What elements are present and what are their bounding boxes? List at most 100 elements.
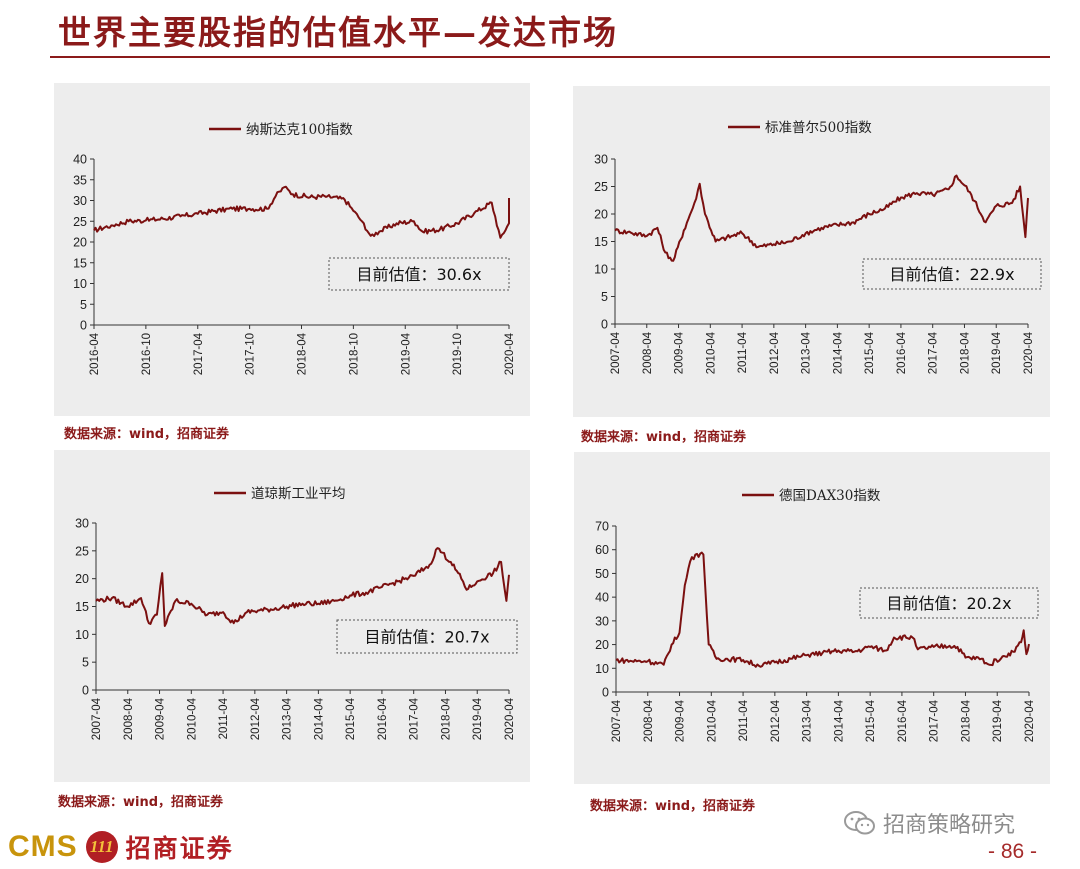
y-tick-label: 5 (601, 290, 608, 304)
x-tick-label: 2018-04 (440, 697, 452, 740)
chart-panel-dax30: 0 10 20 30 40 50 60 70 2007-04 2008-04 2009-04 2010… (574, 452, 1050, 784)
y-tick-label: 30 (595, 614, 609, 628)
y-tick-label: 30 (75, 517, 89, 531)
valuation-label: 目前估值：30.6x (356, 265, 481, 284)
valuation-box (862, 258, 1042, 290)
x-tick-label: 2016-10 (141, 333, 153, 375)
x-tick-label: 2013-04 (282, 697, 294, 740)
y-tick-label: 5 (80, 298, 87, 312)
y-tick-label: 20 (594, 208, 608, 222)
chart-panel-dow-jones: 0 5 10 15 20 25 30 2007-04 2008-04 2009-04 2010-04… (54, 450, 530, 782)
legend-label: 纳斯达克100指数 (246, 122, 353, 138)
x-tick-label: 2019-10 (452, 333, 464, 375)
valuation-label: 目前估值：22.9x (889, 265, 1014, 284)
x-tick-label: 2012-04 (769, 331, 781, 374)
x-tick-label: 2011-04 (737, 331, 749, 373)
y-tick-label: 10 (75, 628, 89, 642)
x-tick-label: 2009-04 (155, 697, 167, 740)
y-tick-label: 0 (80, 319, 87, 333)
y-tick-label: 10 (73, 277, 87, 291)
y-tick-label: 15 (594, 235, 608, 249)
x-tick-label: 2020-04 (504, 332, 516, 375)
x-tick-label: 2018-04 (959, 331, 971, 374)
x-tick-label: 2008-04 (642, 331, 654, 374)
y-tick-label: 25 (73, 215, 87, 229)
page-number: - 86 - (988, 840, 1038, 863)
x-tick-label: 2010-04 (706, 699, 718, 742)
x-tick-label: 2008-04 (643, 699, 655, 742)
y-tick-label: 30 (73, 194, 87, 208)
x-tick-label: 2007-04 (610, 331, 622, 374)
x-tick-label: 2017-04 (193, 332, 205, 375)
title-divider (50, 56, 1050, 58)
x-tick-label: 2009-04 (675, 699, 687, 742)
x-tick-label: 2012-04 (250, 697, 262, 740)
wechat-account-name: 招商策略研究 (883, 813, 1016, 838)
x-tick-label: 2008-04 (123, 697, 135, 740)
y-tick-label: 25 (594, 180, 608, 194)
valuation-label: 目前估值：20.2x (886, 594, 1011, 613)
x-tick-label: 2016-04 (896, 331, 908, 374)
page-title: 世界主要股指的估值水平—发达市场 (58, 13, 618, 52)
valuation-label: 目前估值：20.7x (364, 628, 489, 647)
x-tick-label: 2017-10 (245, 333, 257, 375)
data-source-note: 数据来源：wind，招商证券 (581, 430, 747, 445)
x-tick-label: 2010-04 (705, 331, 717, 374)
y-tick-label: 20 (73, 236, 87, 250)
wechat-watermark: 招商策略研究 (843, 808, 1015, 838)
valuation-box (328, 257, 510, 291)
y-tick-label: 10 (594, 263, 608, 277)
chart-panel-sp500: 0 5 10 15 20 25 30 2007-04 2008-04 2009-04 2010-04… (573, 86, 1050, 417)
x-tick-label: 2017-04 (928, 331, 940, 374)
x-tick-label: 2007-04 (91, 697, 103, 740)
logo-cms-text: CMS (8, 830, 78, 863)
legend-label: 道琼斯工业平均 (251, 486, 346, 502)
wechat-icon (844, 811, 875, 835)
line-chart: 0 5 10 15 20 25 30 2007-04 2008-04 2009-04 2010-04… (75, 486, 518, 740)
x-tick-label: 2016-04 (377, 697, 389, 740)
x-tick-label: 2010-04 (186, 697, 198, 740)
x-tick-label: 2019-04 (991, 331, 1003, 374)
x-tick-label: 2017-04 (409, 697, 421, 740)
line-chart: 0 10 20 30 40 50 60 70 2007-04 2008-04 2009-04 2010… (595, 488, 1039, 742)
y-tick-label: 10 (595, 662, 609, 676)
x-tick-label: 2014-04 (833, 699, 845, 742)
x-tick-label: 2012-04 (770, 699, 782, 742)
data-source-note: 数据来源：wind，招商证券 (590, 799, 756, 814)
x-tick-label: 2007-04 (611, 699, 623, 742)
x-tick-label: 2018-04 (297, 332, 309, 375)
series-line (93, 185, 510, 239)
y-tick-label: 0 (601, 318, 608, 332)
x-tick-label: 2018-10 (348, 333, 360, 375)
y-tick-label: 5 (82, 656, 89, 670)
x-tick-label: 2019-04 (472, 697, 484, 740)
x-tick-label: 2019-04 (992, 699, 1004, 742)
x-tick-label: 2011-04 (218, 697, 230, 739)
y-tick-label: 30 (594, 153, 608, 167)
y-tick-label: 20 (595, 638, 609, 652)
x-tick-label: 2015-04 (865, 699, 877, 742)
series-line (614, 174, 1029, 262)
y-tick-label: 50 (595, 567, 609, 581)
x-tick-label: 2018-04 (960, 699, 972, 742)
x-tick-label: 2015-04 (345, 697, 357, 740)
y-tick-label: 15 (73, 256, 87, 270)
cms-logo: CMS 111 招商证券 (8, 827, 234, 867)
chart-panel-nasdaq100: 0 5 10 15 20 25 30 35 40 2016-04 2016-10 2017-04 201… (54, 83, 530, 416)
valuation-box (859, 587, 1039, 619)
x-tick-label: 2019-04 (400, 332, 412, 375)
x-tick-label: 2016-04 (897, 699, 909, 742)
y-tick-label: 25 (75, 544, 89, 558)
y-tick-label: 0 (602, 686, 609, 700)
x-tick-label: 2015-04 (864, 331, 876, 374)
logo-brand-name: 招商证券 (125, 834, 234, 863)
y-tick-label: 70 (595, 520, 609, 534)
x-tick-label: 2016-04 (89, 332, 101, 375)
line-chart: 0 5 10 15 20 25 30 35 40 2016-04 2016-10 2017-04 201… (73, 122, 516, 375)
series-line (615, 551, 1030, 668)
data-source-note: 数据来源：wind，招商证券 (64, 427, 230, 442)
x-tick-label: 2009-04 (674, 331, 686, 374)
x-tick-label: 2014-04 (832, 331, 844, 374)
x-tick-label: 2013-04 (801, 331, 813, 374)
x-tick-label: 2011-04 (738, 699, 750, 741)
